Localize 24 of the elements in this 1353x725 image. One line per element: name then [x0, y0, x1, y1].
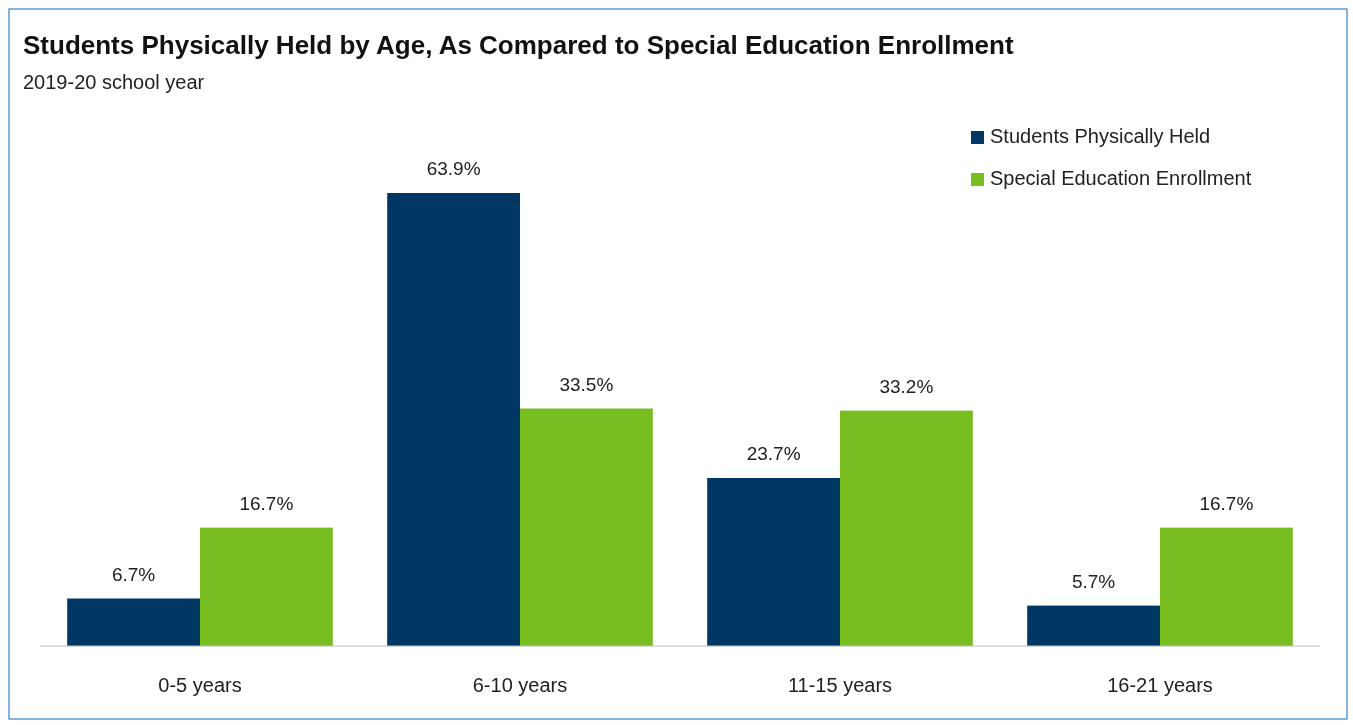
- legend-label: Students Physically Held: [990, 125, 1211, 148]
- chart-title: Students Physically Held by Age, As Compared to Special Education Enrollment: [23, 30, 1014, 60]
- bar: [707, 477, 840, 646]
- bar: [387, 193, 520, 646]
- data-label: 5.7%: [1071, 570, 1116, 592]
- bar: [67, 598, 200, 646]
- data-label: 6.7%: [111, 563, 156, 585]
- data-label: 63.9%: [426, 158, 481, 179]
- data-label: 16.7%: [239, 492, 294, 514]
- bar: [1160, 527, 1293, 646]
- bar: [200, 527, 333, 646]
- data-label: 23.7%: [746, 442, 801, 464]
- legend-label: Special Education Enrollment: [990, 167, 1252, 190]
- bar: [840, 410, 973, 646]
- chart-subtitle: 2019-20 school year: [23, 71, 205, 93]
- bar: [1027, 605, 1160, 646]
- x-tick-label: 0-5 years: [158, 674, 242, 696]
- data-label: 33.2%: [879, 375, 934, 397]
- data-label: 33.5%: [559, 373, 614, 395]
- x-tick-label: 6-10 years: [472, 674, 568, 696]
- x-tick-label: 16-21 years: [1107, 674, 1213, 696]
- bar: [520, 408, 653, 646]
- x-tick-label: 11-15 years: [787, 674, 893, 696]
- data-label: 16.7%: [1199, 492, 1254, 514]
